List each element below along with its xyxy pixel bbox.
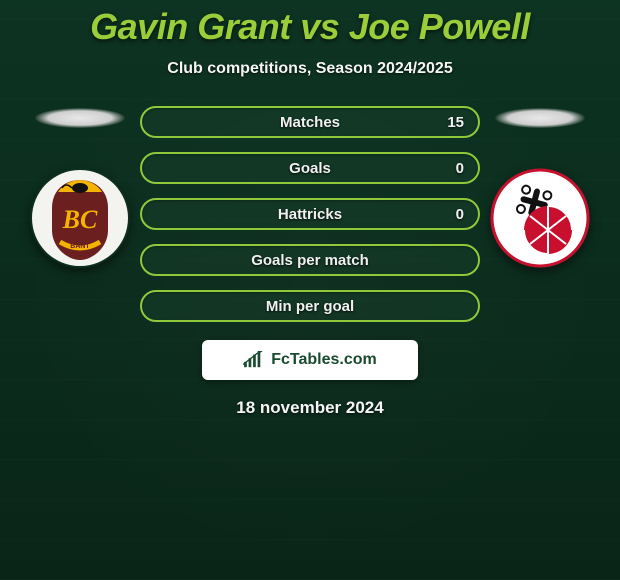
left-club-badge: BC BANT: [30, 168, 130, 268]
snapshot-date: 18 november 2024: [0, 398, 620, 418]
left-player-placeholder: [35, 108, 125, 128]
svg-text:BANT: BANT: [70, 243, 90, 250]
brand-label: FcTables.com: [271, 351, 377, 369]
stat-value-right: 0: [456, 160, 464, 177]
comparison-row: BC BANT Matches 15 Goals 0 Hattricks 0 G…: [0, 106, 620, 322]
left-player-column: BC BANT: [30, 106, 130, 268]
stat-label: Goals per match: [251, 252, 369, 269]
stat-row-hattricks: Hattricks 0: [140, 198, 480, 230]
stat-label: Min per goal: [266, 298, 354, 315]
page-subtitle: Club competitions, Season 2024/2025: [0, 60, 620, 78]
brand-attribution[interactable]: FcTables.com: [202, 340, 418, 380]
svg-text:BC: BC: [62, 205, 98, 234]
stat-row-min-per-goal: Min per goal: [140, 290, 480, 322]
stat-value-right: 0: [456, 206, 464, 223]
bradford-city-badge-icon: BC BANT: [30, 168, 130, 268]
stat-label: Goals: [289, 160, 331, 177]
stat-label: Matches: [280, 114, 340, 131]
right-player-placeholder: [495, 108, 585, 128]
right-player-column: [490, 106, 590, 268]
stat-value-right: 15: [447, 114, 464, 131]
stat-row-goals-per-match: Goals per match: [140, 244, 480, 276]
right-club-badge: [490, 168, 590, 268]
rotherham-united-badge-icon: [490, 168, 590, 268]
bar-chart-icon: [243, 351, 265, 369]
stat-label: Hattricks: [278, 206, 342, 223]
stat-row-goals: Goals 0: [140, 152, 480, 184]
stat-row-matches: Matches 15: [140, 106, 480, 138]
stats-column: Matches 15 Goals 0 Hattricks 0 Goals per…: [140, 106, 480, 322]
page-title: Gavin Grant vs Joe Powell: [0, 0, 620, 48]
